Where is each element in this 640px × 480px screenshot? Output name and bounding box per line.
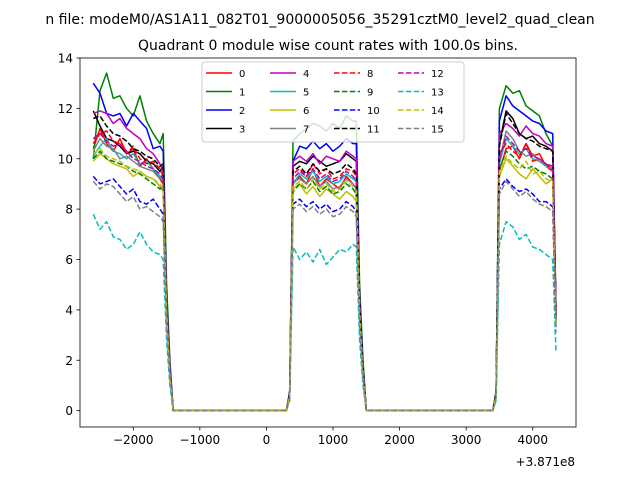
y-tick-label: 12 [58,102,73,116]
legend-label-0: 0 [239,69,245,80]
legend-label-6: 6 [303,106,309,117]
y-tick-label: 0 [65,404,73,418]
legend-label-11: 11 [367,125,380,136]
legend-frame [201,61,465,143]
series-line-14 [92,147,557,412]
x-tick-label: 1000 [318,433,349,447]
x-tick-label: 0 [263,433,271,447]
legend-label-1: 1 [239,88,245,99]
x-tick-label: 2000 [384,433,415,447]
y-tick-label: 4 [65,303,73,317]
x-tick-label: 3000 [451,433,482,447]
figure-suptitle: n file: modeM0/AS1A11_082T01_9000005056_… [45,12,594,28]
legend-label-15: 15 [431,125,444,136]
x-tick-label: 4000 [517,433,548,447]
legend-label-7: 7 [303,125,309,136]
legend-label-9: 9 [367,88,373,99]
x-offset-label: +3.871e8 [516,455,575,469]
y-tick-label: 8 [65,203,73,217]
y-tick-label: 14 [58,52,73,66]
x-tick-label: −2000 [113,433,154,447]
y-tick-label: 10 [58,152,73,166]
legend-label-5: 5 [303,88,309,99]
legend-label-2: 2 [239,106,245,117]
chart-title: Quadrant 0 module wise count rates with … [138,38,518,54]
legend-label-13: 13 [431,88,444,99]
legend-label-8: 8 [367,69,373,80]
x-tick-label: −1000 [180,433,221,447]
series-line-15 [92,180,557,412]
legend-label-12: 12 [431,69,444,80]
y-tick-label: 6 [65,253,73,267]
legend-label-3: 3 [239,125,245,136]
legend-label-4: 4 [303,69,309,80]
legend-label-14: 14 [431,106,444,117]
plot-area: −2000 −1000 0 1000 2000 3000 40000246810121401… [58,52,577,447]
axes-frame [79,57,577,428]
legend-label-10: 10 [367,106,380,117]
y-tick-label: 2 [65,354,73,368]
